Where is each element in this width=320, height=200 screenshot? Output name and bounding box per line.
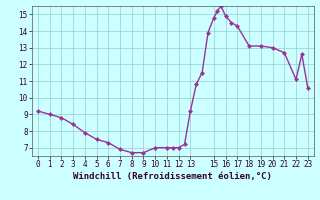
X-axis label: Windchill (Refroidissement éolien,°C): Windchill (Refroidissement éolien,°C) [73, 172, 272, 181]
